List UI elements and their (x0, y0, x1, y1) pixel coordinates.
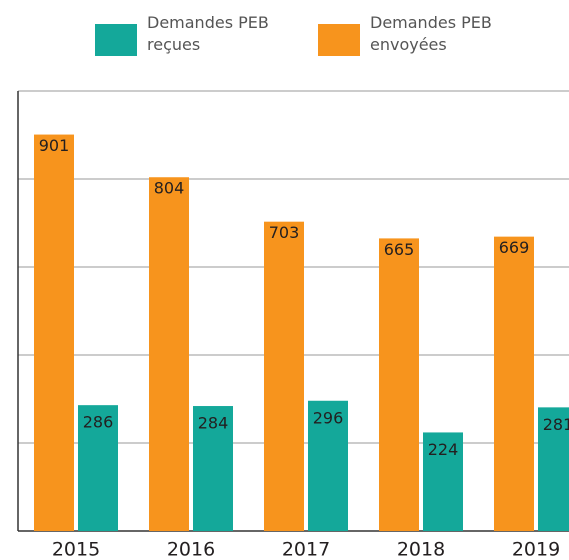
legend-item: Demandes PEB envoyées (318, 12, 500, 56)
bar (149, 177, 189, 532)
legend-label: Demandes PEB reçues (147, 13, 269, 54)
value-label: 669 (499, 238, 530, 257)
bar (193, 406, 233, 531)
x-tick-label: 2018 (397, 539, 445, 560)
bar (494, 236, 534, 531)
bar (538, 407, 569, 531)
x-tick-label: 2019 (512, 539, 560, 560)
bar (423, 432, 463, 531)
bar (264, 221, 304, 531)
value-label: 665 (384, 240, 415, 259)
legend-swatch (318, 24, 360, 56)
bar (34, 134, 74, 531)
bar (78, 405, 118, 531)
x-tick-label: 2015 (52, 539, 100, 560)
value-label: 224 (428, 440, 459, 459)
value-label: 804 (154, 179, 185, 198)
x-tick-label: 2017 (282, 539, 330, 560)
x-tick-label: 2016 (167, 539, 215, 560)
value-label: 296 (313, 408, 344, 427)
bar (379, 238, 419, 531)
legend-swatch (95, 24, 137, 56)
value-label: 703 (269, 223, 300, 242)
value-label: 281 (543, 415, 569, 434)
value-label: 284 (198, 414, 229, 433)
value-label: 901 (39, 136, 70, 155)
legend-label: Demandes PEB envoyées (370, 13, 492, 54)
value-label: 286 (83, 413, 114, 432)
legend-item: Demandes PEB reçues (95, 12, 287, 56)
bar (308, 400, 348, 531)
